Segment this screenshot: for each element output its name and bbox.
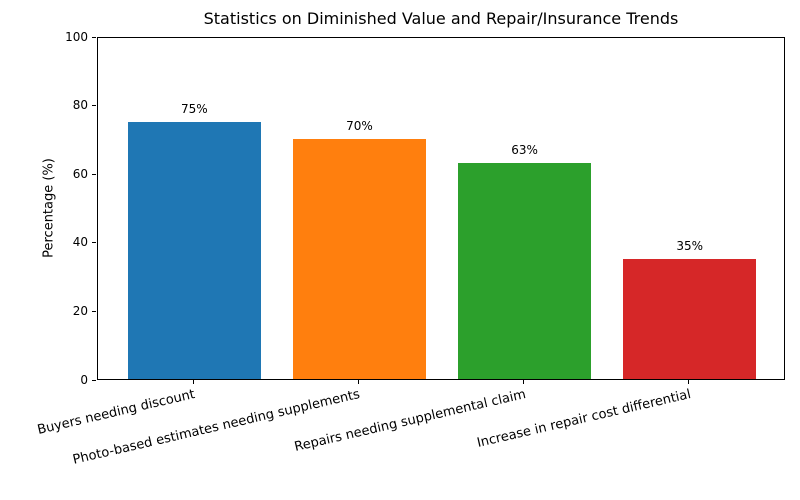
chart-title: Statistics on Diminished Value and Repai… (203, 9, 679, 28)
x-tick-mark (192, 380, 194, 384)
x-tick-mark (357, 380, 359, 384)
x-tick-mark (688, 380, 690, 384)
y-tick-mark (92, 310, 96, 312)
bar-value-label: 63% (511, 142, 538, 157)
bar-value-label: 70% (346, 118, 373, 133)
y-tick-label: 60 (72, 166, 88, 181)
y-tick-mark (92, 173, 96, 175)
y-tick-mark (92, 242, 96, 244)
bar-3 (458, 162, 592, 379)
y-tick-mark (92, 36, 96, 38)
y-tick-label: 80 (72, 98, 88, 113)
bar-2 (292, 138, 426, 379)
bar-value-label: 75% (180, 101, 208, 116)
bar-value-label: 35% (676, 238, 704, 253)
y-tick-label: 20 (72, 303, 88, 318)
bar-4 (623, 258, 757, 379)
y-tick-label: 40 (72, 235, 88, 250)
y-tick-label: 100 (65, 29, 88, 44)
y-tick-mark (92, 379, 96, 381)
plot-area: 75% 70% 63% 35% (97, 37, 785, 380)
y-tick-mark (92, 105, 96, 107)
x-tick-mark (523, 380, 525, 384)
bar-1 (127, 121, 261, 379)
y-tick-label: 0 (80, 372, 88, 387)
